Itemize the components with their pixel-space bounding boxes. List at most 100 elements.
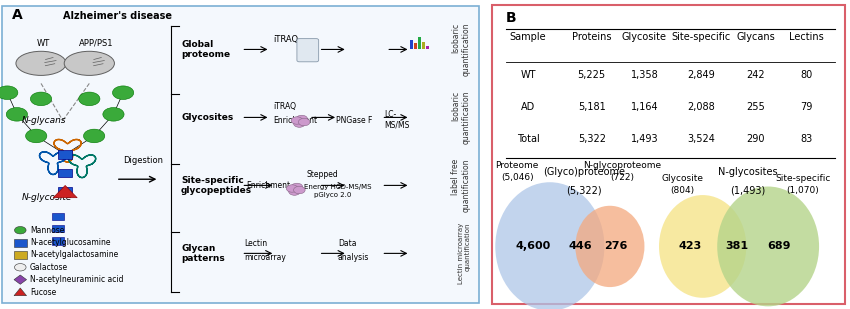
Bar (422, 42, 425, 49)
FancyBboxPatch shape (52, 213, 64, 220)
Text: N-glycoproteome: N-glycoproteome (584, 161, 661, 170)
Polygon shape (14, 288, 26, 296)
Ellipse shape (717, 187, 819, 306)
Circle shape (103, 108, 124, 121)
Circle shape (289, 188, 300, 195)
Text: N-acetylglucosamine: N-acetylglucosamine (30, 238, 110, 247)
Ellipse shape (65, 51, 115, 75)
Text: label free
quantification: label free quantification (451, 159, 471, 212)
Text: Global
proteome: Global proteome (181, 40, 230, 59)
Text: Glycosites: Glycosites (181, 113, 233, 122)
Text: Glycosite: Glycosite (622, 32, 667, 42)
Polygon shape (14, 275, 26, 284)
Text: 80: 80 (800, 70, 813, 79)
Text: Alzheimer's disease: Alzheimer's disease (63, 11, 172, 21)
Bar (414, 43, 417, 49)
Text: Lectins: Lectins (789, 32, 824, 42)
Text: APP/PS1: APP/PS1 (79, 39, 114, 48)
Text: iTRAQ: iTRAQ (273, 102, 296, 111)
FancyBboxPatch shape (14, 251, 26, 259)
Text: 79: 79 (800, 102, 813, 112)
Text: 423: 423 (678, 241, 701, 252)
Text: Site-specific: Site-specific (672, 32, 730, 42)
Ellipse shape (496, 182, 604, 309)
FancyBboxPatch shape (59, 169, 72, 177)
Text: Enrichment: Enrichment (273, 116, 317, 125)
Circle shape (298, 118, 310, 126)
Text: 2,849: 2,849 (687, 70, 715, 79)
Text: 276: 276 (604, 241, 627, 252)
Text: 255: 255 (746, 102, 765, 112)
Text: 242: 242 (746, 70, 765, 79)
Text: (722): (722) (610, 173, 635, 182)
Text: 2,088: 2,088 (687, 102, 715, 112)
Circle shape (0, 86, 18, 99)
Text: WT: WT (37, 39, 50, 48)
Text: N-glycosite: N-glycosite (22, 193, 72, 202)
Circle shape (26, 129, 47, 143)
Circle shape (292, 117, 303, 124)
Text: Isobaric
quantification: Isobaric quantification (451, 91, 471, 144)
Text: Fucose: Fucose (30, 287, 56, 297)
Circle shape (79, 92, 100, 106)
FancyBboxPatch shape (52, 237, 64, 245)
Circle shape (296, 115, 308, 123)
FancyBboxPatch shape (52, 225, 64, 232)
Text: 1,358: 1,358 (631, 70, 659, 79)
Text: N-glycans: N-glycans (22, 116, 66, 125)
Text: B: B (507, 11, 517, 25)
Text: 5,322: 5,322 (578, 134, 606, 144)
Ellipse shape (16, 51, 66, 75)
Text: Galactose: Galactose (30, 263, 68, 272)
FancyBboxPatch shape (491, 5, 845, 304)
FancyBboxPatch shape (297, 39, 319, 62)
Text: 1,164: 1,164 (631, 102, 658, 112)
Text: Lectin: Lectin (244, 239, 267, 248)
Circle shape (14, 226, 26, 234)
Text: (Glyco)proteome: (Glyco)proteome (543, 167, 626, 177)
Text: N-acetylneuraminic acid: N-acetylneuraminic acid (30, 275, 123, 284)
Text: 290: 290 (746, 134, 765, 144)
Circle shape (293, 120, 305, 127)
Text: Enrichment: Enrichment (246, 181, 291, 190)
Text: Data: Data (338, 239, 356, 248)
Text: A: A (12, 8, 23, 22)
Text: Mannose: Mannose (30, 226, 65, 235)
Text: Lectin microarray
quantification: Lectin microarray quantification (458, 223, 471, 284)
Polygon shape (53, 185, 77, 198)
Circle shape (6, 108, 27, 121)
Circle shape (83, 129, 105, 143)
Ellipse shape (575, 206, 644, 287)
Text: LC-: LC- (384, 110, 396, 119)
Text: 5,181: 5,181 (578, 102, 605, 112)
Text: Glycosite: Glycosite (661, 174, 704, 183)
Text: 83: 83 (800, 134, 813, 144)
Text: Glycan
patterns: Glycan patterns (181, 244, 224, 263)
Text: (804): (804) (671, 186, 694, 195)
Circle shape (14, 264, 26, 271)
Text: N-glycosites: N-glycosites (718, 167, 778, 177)
Text: Site-specific: Site-specific (775, 174, 830, 183)
Text: WT: WT (520, 70, 536, 79)
Circle shape (293, 186, 305, 194)
Text: 4,600: 4,600 (516, 241, 551, 252)
Text: MS/MS: MS/MS (384, 121, 409, 129)
Text: 1,493: 1,493 (631, 134, 658, 144)
Text: 5,225: 5,225 (578, 70, 606, 79)
Bar (411, 40, 413, 49)
Circle shape (292, 183, 303, 191)
Text: Energy HCD-MS/MS: Energy HCD-MS/MS (304, 184, 371, 190)
Bar (418, 37, 421, 49)
Circle shape (286, 185, 298, 192)
Text: Proteome: Proteome (496, 161, 539, 170)
Text: 689: 689 (768, 241, 791, 252)
Text: pGlyco 2.0: pGlyco 2.0 (314, 192, 351, 198)
Text: 381: 381 (726, 241, 749, 252)
Text: (5,322): (5,322) (567, 185, 603, 195)
Text: Proteins: Proteins (572, 32, 611, 42)
Circle shape (31, 92, 52, 106)
Text: Sample: Sample (510, 32, 547, 42)
Ellipse shape (659, 195, 746, 298)
Bar (426, 46, 428, 49)
Text: analysis: analysis (338, 253, 370, 262)
